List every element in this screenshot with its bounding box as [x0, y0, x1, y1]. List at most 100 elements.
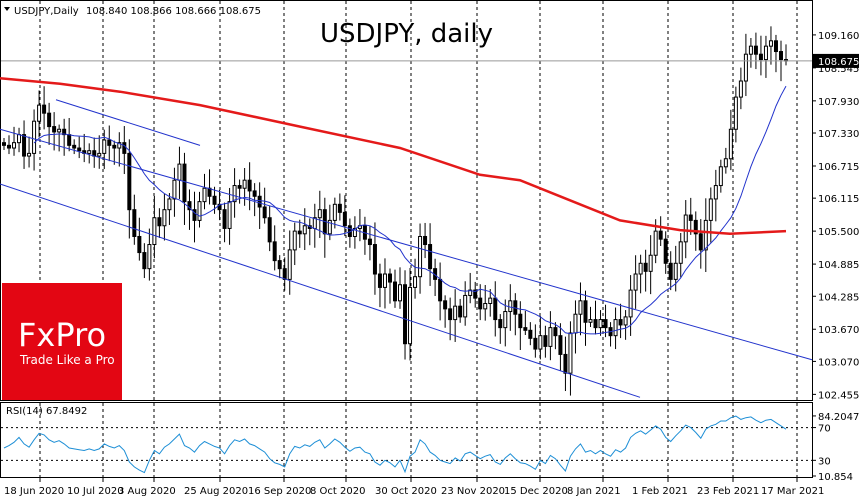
candle-body — [393, 281, 397, 302]
candle-body — [327, 219, 332, 235]
candle-body — [648, 254, 653, 272]
candle-body — [222, 209, 227, 229]
candle-body — [403, 284, 408, 345]
candle-body — [748, 45, 753, 55]
x-tick-label: 1 Feb 2021 — [632, 486, 688, 497]
candle-body — [197, 201, 202, 221]
current-price-box — [813, 53, 859, 68]
candle-body — [548, 327, 553, 347]
candle-body — [342, 211, 347, 227]
candle-body — [72, 144, 77, 149]
candle-body — [387, 273, 392, 283]
candle-body — [683, 214, 688, 243]
candle-body — [498, 319, 503, 329]
candle-body — [372, 244, 377, 275]
price-panel-frame — [0, 0, 813, 401]
x-tick-label: 3 Aug 2020 — [118, 486, 176, 497]
candle-body — [377, 273, 382, 288]
candle-body — [578, 300, 583, 315]
candle-body — [768, 40, 773, 47]
channel-inner-line — [55, 99, 201, 146]
candle-body — [27, 152, 32, 157]
fxpro-tagline: Trade Like a Pro — [19, 353, 115, 367]
candle-body — [588, 319, 593, 323]
candle-body — [778, 51, 783, 61]
candle-body — [523, 327, 528, 331]
collapse-arrow-icon — [4, 7, 10, 11]
candle-body — [382, 273, 387, 288]
candle-body — [302, 225, 307, 235]
candle-body — [458, 305, 463, 318]
candle-body — [753, 45, 758, 55]
candle-body — [573, 313, 578, 334]
candle-body — [262, 206, 267, 219]
candle-body — [493, 297, 498, 321]
candle-body — [152, 217, 157, 246]
candle-body — [528, 329, 533, 339]
candle-body — [693, 219, 698, 235]
candle-body — [423, 235, 428, 246]
candle-body — [122, 142, 127, 154]
candle-body — [7, 144, 12, 149]
y-tick-label: 103.070 — [818, 357, 859, 368]
current-price-label: 108.675 — [818, 57, 859, 68]
candle-body — [728, 128, 733, 160]
candle-body — [508, 300, 513, 313]
chart-title: USDJPY, daily — [320, 19, 493, 49]
candle-body — [192, 209, 197, 221]
candle-body — [132, 209, 137, 237]
candle-body — [187, 201, 192, 211]
candle-body — [628, 289, 633, 318]
candle-body — [22, 134, 27, 157]
candle-body — [398, 284, 403, 302]
y-tick-label: 103.670 — [818, 325, 859, 336]
y-tick-label: 106.115 — [818, 194, 859, 205]
candle-body — [217, 203, 222, 211]
candle-body — [67, 134, 72, 146]
candle-body — [613, 319, 618, 337]
channel-upper-line — [0, 128, 813, 361]
rsi-tick-label: 30 — [818, 456, 831, 467]
candle-body — [443, 300, 448, 310]
candle-body — [463, 294, 468, 318]
candle-body — [623, 316, 628, 326]
candle-body — [688, 214, 693, 221]
candle-body — [638, 262, 643, 275]
candle-body — [583, 300, 588, 323]
x-tick-label: 25 Aug 2020 — [184, 486, 248, 497]
candle-body — [603, 319, 608, 329]
candle-body — [367, 238, 372, 246]
y-tick-label: 106.715 — [818, 162, 859, 173]
candle-body — [32, 120, 37, 154]
candle-body — [47, 112, 52, 128]
x-tick-label: 23 Feb 2021 — [697, 486, 759, 497]
candle-body — [147, 244, 152, 270]
candle-body — [563, 353, 568, 374]
candle-body — [618, 319, 623, 326]
candle-body — [107, 139, 112, 146]
y-tick-label: 104.885 — [818, 260, 859, 271]
x-tick-label: 15 Dec 2020 — [504, 486, 568, 497]
y-tick-label: 102.455 — [818, 390, 859, 401]
candle-body — [743, 53, 748, 82]
candle-body — [12, 142, 17, 149]
candle-body — [117, 142, 122, 149]
candle-body — [282, 268, 287, 280]
candle-body — [232, 185, 237, 203]
candle-body — [663, 238, 668, 264]
candle-body — [448, 308, 453, 321]
candle-body — [673, 262, 678, 280]
candle-body — [558, 335, 563, 355]
candle-body — [272, 241, 277, 262]
candle-body — [37, 104, 42, 122]
candle-body — [292, 230, 297, 251]
candle-body — [57, 128, 62, 133]
candle-body — [42, 104, 47, 114]
candle-body — [162, 209, 167, 227]
candle-body — [317, 209, 322, 219]
candle-body — [703, 219, 708, 251]
candle-body — [352, 227, 357, 237]
rsi-line — [3, 415, 787, 474]
candle-body — [137, 235, 142, 254]
